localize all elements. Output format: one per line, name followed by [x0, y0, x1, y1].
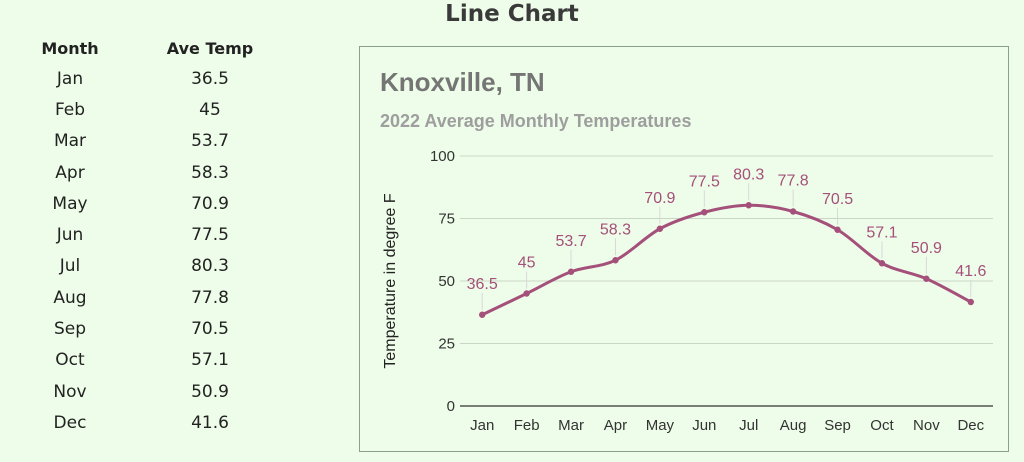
temperature-table: Month Ave Temp Jan 36.5 Feb 45 Mar 53.7 Apr 58.…	[20, 33, 300, 439]
column-header-month: Month	[41, 38, 99, 58]
data-point	[789, 208, 797, 215]
table-row: Apr 58.3	[20, 157, 300, 188]
data-point	[523, 290, 530, 297]
chart-subtitle: 2022 Average Monthly Temperatures	[380, 111, 692, 131]
table-row: Jan 36.5	[20, 63, 300, 94]
table-row: Oct 57.1	[20, 345, 300, 376]
table-row: Sep 70.5	[20, 313, 300, 344]
data-label: 70.9	[644, 190, 675, 207]
data-point	[745, 202, 752, 209]
cell-month: Jul	[59, 256, 81, 277]
series-line	[480, 203, 973, 317]
data-label: 45	[518, 255, 536, 272]
cell-month: May	[52, 193, 88, 214]
y-tick-label: 50	[438, 273, 455, 290]
table-row: Nov 50.9	[20, 376, 300, 407]
cell-month: Apr	[55, 162, 85, 183]
data-point	[612, 257, 619, 264]
cell-ave-temp: 36.5	[191, 68, 229, 89]
y-tick-label: 100	[430, 148, 455, 165]
cell-ave-temp: 57.1	[191, 350, 229, 371]
table-row: Aug 77.8	[20, 282, 300, 313]
y-axis-label: Temperature in degree F	[382, 193, 399, 368]
x-tick-label: Mar	[558, 417, 584, 434]
table-row: Jul 80.3	[20, 251, 300, 282]
data-label: 36.5	[467, 276, 498, 293]
data-label: 53.7	[555, 233, 586, 250]
table-row: Jun 77.5	[20, 219, 300, 250]
cell-ave-temp: 50.9	[191, 381, 229, 402]
y-tick-label: 0	[447, 398, 455, 415]
cell-ave-temp: 70.9	[191, 193, 229, 214]
data-point	[967, 298, 974, 306]
cell-ave-temp: 70.5	[191, 319, 229, 340]
cell-month: Dec	[53, 412, 87, 433]
cell-ave-temp: 80.3	[191, 256, 229, 277]
cell-ave-temp: 45	[199, 99, 221, 120]
data-label: 50.9	[911, 240, 942, 257]
x-tick-label: Apr	[604, 417, 627, 434]
cell-ave-temp: 41.6	[191, 412, 229, 433]
x-tick-label: May	[646, 417, 675, 434]
table-body: Jan 36.5 Feb 45 Mar 53.7 Apr 58.3 May 70.9 Jun 77.5…	[20, 63, 300, 439]
y-tick-label: 75	[438, 211, 455, 228]
chart-title: Knoxville, TN	[380, 67, 545, 97]
data-label: 80.3	[733, 166, 764, 183]
x-tick-label: Aug	[780, 417, 807, 434]
x-tick-label: Jul	[739, 417, 758, 434]
data-label: 57.1	[866, 224, 897, 241]
x-tick-label: Oct	[870, 417, 894, 434]
data-point	[567, 268, 575, 275]
cell-month: Aug	[53, 287, 87, 308]
x-tick-label: Dec	[957, 417, 984, 434]
cell-ave-temp: 53.7	[191, 131, 229, 152]
cell-ave-temp: 77.5	[191, 225, 229, 246]
cell-month: Sep	[53, 319, 87, 340]
column-header-ave-temp: Ave Temp	[166, 38, 254, 58]
cell-month: Feb	[54, 99, 86, 120]
cell-month: Jun	[56, 225, 84, 246]
data-label: 77.5	[689, 173, 720, 190]
x-tick-label: Feb	[514, 417, 540, 434]
data-point	[923, 275, 930, 282]
cell-ave-temp: 77.8	[191, 287, 229, 308]
table-row: Feb 45	[20, 94, 300, 125]
data-point	[878, 260, 886, 267]
cell-ave-temp: 58.3	[191, 162, 229, 183]
data-label: 70.5	[822, 191, 853, 208]
data-point	[834, 226, 841, 233]
data-point	[701, 209, 708, 216]
table-row: May 70.9	[20, 188, 300, 219]
data-label: 77.8	[778, 173, 809, 190]
x-tick-label: Jan	[470, 417, 494, 434]
line-chart: 0 25 50 75 100 Jan Feb Mar Apr May Jun Jul Aug Sep Oct…	[382, 148, 993, 434]
page-title: Line Chart	[445, 1, 579, 27]
data-point	[479, 311, 486, 318]
data-point	[656, 225, 664, 232]
data-label: 58.3	[600, 221, 631, 238]
cell-month: Nov	[53, 381, 87, 402]
table-row: Dec 41.6	[20, 407, 300, 438]
table-row: Mar 53.7	[20, 126, 300, 157]
x-tick-label: Nov	[913, 417, 940, 434]
y-tick-label: 25	[438, 336, 455, 353]
cell-month: Oct	[55, 350, 85, 371]
x-tick-label: Jun	[692, 417, 716, 434]
cell-month: Mar	[53, 131, 87, 152]
table-header-row: Month Ave Temp	[20, 33, 300, 63]
chart-panel: Knoxville, TN 2022 Average Monthly Tempe…	[359, 46, 1009, 452]
cell-month: Jan	[56, 68, 84, 89]
x-tick-label: Sep	[824, 417, 851, 434]
data-label: 41.6	[955, 263, 986, 280]
